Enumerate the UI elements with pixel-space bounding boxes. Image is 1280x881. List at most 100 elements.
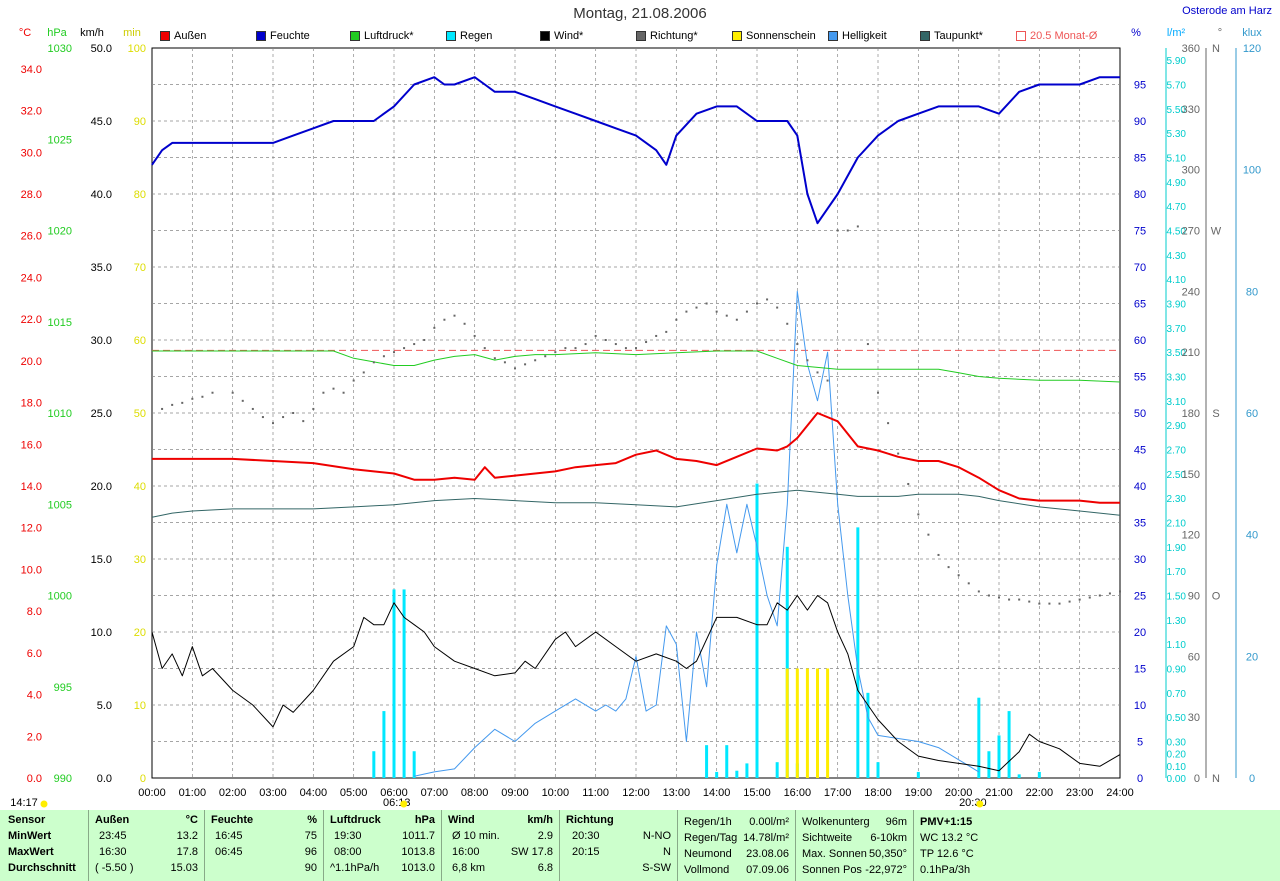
wind-tick-label: 15.0 — [91, 554, 112, 566]
richtung-point — [564, 347, 567, 350]
regen-bar — [392, 589, 396, 778]
pmv-column: PMV+1:15 WC 13.2 °C TP 12.6 °C 0.1hPa/3h — [914, 810, 994, 881]
regen-bar — [977, 697, 981, 778]
pressure-tick-label: 1010 — [48, 408, 72, 420]
x-tick-label: 17:00 — [824, 787, 852, 799]
aussen-avg-note: ( -5.50 ) — [95, 862, 134, 874]
temp-tick-label: 34.0 — [21, 64, 42, 76]
legend-item-feuchte: Feuchte — [256, 30, 310, 42]
humidity-tick-label: 45 — [1134, 445, 1146, 457]
regen-bar — [412, 751, 416, 778]
richtung-point — [1108, 592, 1111, 595]
wind-tick-label: 10.0 — [91, 627, 112, 639]
legend-swatch — [350, 31, 360, 41]
regen-1h-value: 0.00l/m² — [749, 816, 789, 828]
richtung-point — [675, 318, 678, 321]
wind-unit: km/h — [527, 814, 553, 826]
richtung-point — [846, 229, 849, 232]
pressure-tick-label: 1030 — [48, 43, 72, 55]
richtung-point — [705, 302, 708, 305]
aussen-header: Außen — [95, 814, 130, 826]
neumond-value: 23.08.06 — [746, 848, 789, 860]
richtung-point — [998, 596, 1000, 599]
x-tick-label: 03:00 — [259, 787, 287, 799]
corner-time-label: 14:17 — [10, 797, 38, 809]
klux-tick-label: 120 — [1243, 43, 1261, 55]
legend-item-wind: Wind* — [540, 30, 583, 42]
temp-tick-label: 2.0 — [27, 731, 42, 743]
humidity-tick-label: 85 — [1134, 153, 1146, 165]
temp-tick-label: 24.0 — [21, 272, 42, 284]
direction-axis-unit: ° — [1218, 27, 1222, 39]
richtung-point — [836, 229, 839, 232]
x-tick-label: 22:00 — [1026, 787, 1054, 799]
humidity-tick-label: 5 — [1137, 737, 1143, 749]
pressure-axis-unit: hPa — [47, 27, 67, 39]
humidity-tick-label: 10 — [1134, 700, 1146, 712]
legend-item-luftdruck: Luftdruck* — [350, 30, 414, 42]
rain-tick-label: 1.90 — [1167, 543, 1187, 554]
regen-bar — [1017, 774, 1021, 778]
richtung-point — [685, 310, 688, 313]
sun-tick-label: 80 — [134, 189, 146, 201]
direction-tick-label: 60 — [1188, 651, 1200, 663]
regen-bar — [725, 745, 729, 778]
richtung-point — [251, 407, 254, 410]
pmv-value: PMV+1:15 — [920, 816, 973, 828]
sun-tick-label: 20 — [134, 627, 146, 639]
pressure-tick-label: 1015 — [48, 317, 72, 329]
richtung-point — [261, 416, 264, 419]
legend-swatch — [540, 31, 550, 41]
sonnen-pos-label: Sonnen Pos — [802, 864, 862, 876]
humidity-tick-label: 75 — [1134, 226, 1146, 238]
richtung-column: Richtung 20:30 N-NO 20:15 N S-SW — [560, 810, 678, 881]
richtung-point — [786, 322, 789, 325]
summary-panel: Sensor MinWert MaxWert Durchschnitt Auße… — [0, 810, 1280, 881]
legend-label: Helligkeit — [842, 30, 887, 42]
rain-tick-label: 2.50 — [1167, 470, 1187, 481]
direction-tick-label: 240 — [1182, 286, 1200, 298]
weather-chart: °C hPa km/h min% l/m² ° klux 0.0 2.0 4.0 6.0 8.0 10.… — [10, 27, 1262, 809]
x-tick-label: 12:00 — [622, 787, 650, 799]
klux-tick-label: 100 — [1243, 165, 1261, 177]
humidity-tick-label: 65 — [1134, 299, 1146, 311]
rain-tick-label: 3.70 — [1167, 324, 1187, 335]
richtung-point — [745, 310, 748, 313]
wind-max-time: 16:00 — [452, 846, 480, 858]
wind-tick-label: 5.0 — [97, 700, 112, 712]
rain-tick-label: 2.90 — [1167, 421, 1187, 432]
humidity-tick-label: 55 — [1134, 372, 1146, 384]
richtung-point — [342, 391, 345, 394]
x-tick-label: 13:00 — [663, 787, 691, 799]
location-label: Osterode am Harz — [1182, 5, 1272, 17]
rain-tick-label: 3.10 — [1167, 397, 1187, 408]
richtung-point — [866, 343, 869, 346]
rain-tick-label: 3.50 — [1167, 348, 1187, 359]
luftdruck-line — [152, 350, 1121, 383]
regen-tag-value: 14.78l/m² — [743, 832, 789, 844]
temp-tick-label: 28.0 — [21, 189, 42, 201]
richtung-point — [413, 343, 416, 346]
neumond-label: Neumond — [684, 848, 732, 860]
richtung-min-time: 20:30 — [572, 830, 600, 842]
richtung-avg-value: S-SW — [642, 862, 671, 874]
humidity-tick-label: 50 — [1134, 408, 1146, 420]
pressure-trend-value: 0.1hPa/3h — [920, 864, 971, 876]
vollmond-label: Vollmond — [684, 864, 730, 876]
feuchte-max-time: 06:45 — [215, 846, 243, 858]
richtung-point — [282, 416, 285, 419]
richtung-point — [614, 343, 617, 346]
aussen-column: Außen °C 23:45 13.2 16:30 17.8 ( -5.50 ) 15.… — [89, 810, 205, 881]
feuchte-max-value: 96 — [304, 846, 317, 858]
pressure-tick-label: 1005 — [48, 499, 72, 511]
aussen-min-value: 13.2 — [176, 830, 198, 842]
luftdruck-max-time: 08:00 — [334, 846, 362, 858]
richtung-point — [483, 347, 486, 350]
wind-avg10-label: Ø 10 min. — [452, 830, 500, 842]
rain-tick-label: 4.30 — [1167, 251, 1187, 262]
temp-tick-label: 8.0 — [27, 606, 42, 618]
wind-tick-label: 0.0 — [97, 773, 112, 785]
richtung-point — [796, 343, 799, 346]
aussen-max-value: 17.8 — [176, 846, 198, 858]
wind-tick-label: 30.0 — [91, 335, 112, 347]
